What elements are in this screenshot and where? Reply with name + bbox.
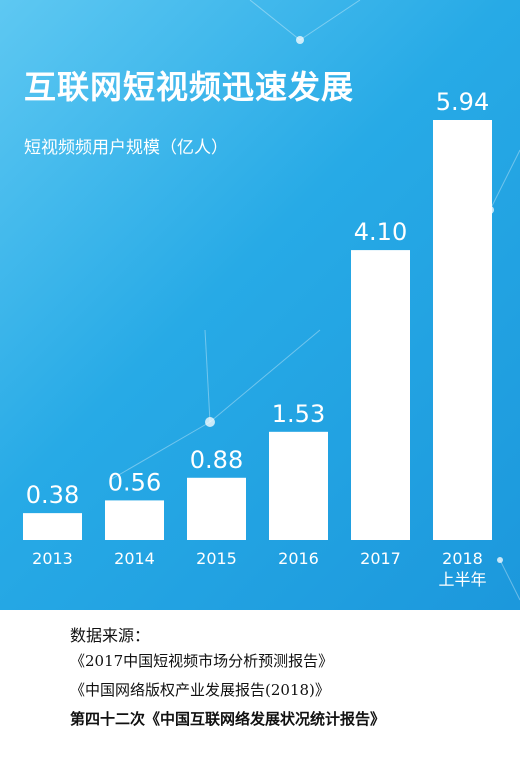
value-label-2018: 5.94 <box>436 88 489 116</box>
bar-2015 <box>187 477 246 540</box>
value-label-2015: 0.88 <box>190 446 243 474</box>
value-label-2017: 4.10 <box>354 218 407 246</box>
category-label-2016: 2016 <box>278 549 319 568</box>
bar-2014 <box>105 500 164 540</box>
category-label-2017: 2017 <box>360 549 401 568</box>
source-label: 数据来源： <box>70 626 151 645</box>
data-source: 数据来源： 《2017中国短视频市场分析预测报告》 《中国网络版权产业发展报告(… <box>0 616 520 769</box>
category-label-2018: 2018 <box>442 549 483 568</box>
value-label-2014: 0.56 <box>108 468 161 496</box>
source-line-1: 《2017中国短视频市场分析预测报告》 <box>70 652 334 670</box>
bar-2018 <box>433 120 492 540</box>
bar-2017 <box>351 250 410 540</box>
chart-subtitle: 短视频频用户规模（亿人） <box>24 138 228 158</box>
bar-2016 <box>269 431 328 540</box>
chart-panel: 互联网短视频迅速发展 短视频频用户规模（亿人） 0.38 2013 0.56 2014… <box>0 0 520 610</box>
value-label-2016: 1.53 <box>272 400 325 428</box>
source-line-3: 第四十二次《中国互联网络发展状况统计报告》 <box>70 710 386 728</box>
bar-2013 <box>23 513 82 540</box>
chart-title: 互联网短视频迅速发展 <box>24 68 355 106</box>
bar-chart: 0.38 2013 0.56 2014 0.88 2015 1.53 2016 4.10 2017… <box>0 0 520 610</box>
value-label-2013: 0.38 <box>26 481 79 509</box>
category-sublabel-2018: 上半年 <box>438 570 486 589</box>
category-label-2014: 2014 <box>114 549 155 568</box>
category-label-2015: 2015 <box>196 549 237 568</box>
source-line-2: 《中国网络版权产业发展报告(2018)》 <box>70 681 330 699</box>
category-label-2013: 2013 <box>32 549 73 568</box>
